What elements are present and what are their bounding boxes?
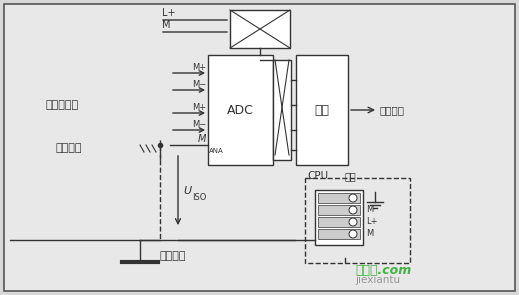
Circle shape xyxy=(349,218,357,226)
Text: 接线图.com: 接线图.com xyxy=(355,263,411,276)
Bar xyxy=(208,55,273,165)
Text: 内部: 内部 xyxy=(345,171,357,181)
Bar xyxy=(318,205,360,215)
Text: ANA: ANA xyxy=(209,148,224,154)
Bar xyxy=(296,55,348,165)
Text: M+: M+ xyxy=(192,63,206,72)
Bar xyxy=(318,193,360,203)
Bar xyxy=(318,217,360,227)
Text: 接地母线: 接地母线 xyxy=(160,251,186,261)
Text: 隔离传感器: 隔离传感器 xyxy=(45,100,78,110)
Text: L+: L+ xyxy=(366,217,377,227)
Bar xyxy=(315,190,363,245)
Text: U: U xyxy=(183,186,191,196)
Text: M+: M+ xyxy=(192,103,206,112)
Text: M: M xyxy=(366,206,373,214)
Text: ISO: ISO xyxy=(192,194,207,202)
Text: CPU: CPU xyxy=(307,171,328,181)
Text: M−: M− xyxy=(192,120,206,129)
Text: L+: L+ xyxy=(162,8,175,18)
Text: M: M xyxy=(366,230,373,238)
Circle shape xyxy=(349,230,357,238)
Text: ADC: ADC xyxy=(227,104,254,117)
Text: 逻辑: 逻辑 xyxy=(315,104,330,117)
Bar xyxy=(273,60,291,160)
Text: M−: M− xyxy=(192,80,206,89)
Circle shape xyxy=(349,206,357,214)
Text: 建议连接: 建议连接 xyxy=(55,143,81,153)
Bar xyxy=(305,178,410,263)
Text: M: M xyxy=(198,134,206,144)
Text: M: M xyxy=(162,20,171,30)
Text: 背板总线: 背板总线 xyxy=(380,105,405,115)
Bar xyxy=(318,229,360,239)
Bar xyxy=(230,10,290,48)
Circle shape xyxy=(349,194,357,202)
Text: jiexiantu: jiexiantu xyxy=(355,275,400,285)
